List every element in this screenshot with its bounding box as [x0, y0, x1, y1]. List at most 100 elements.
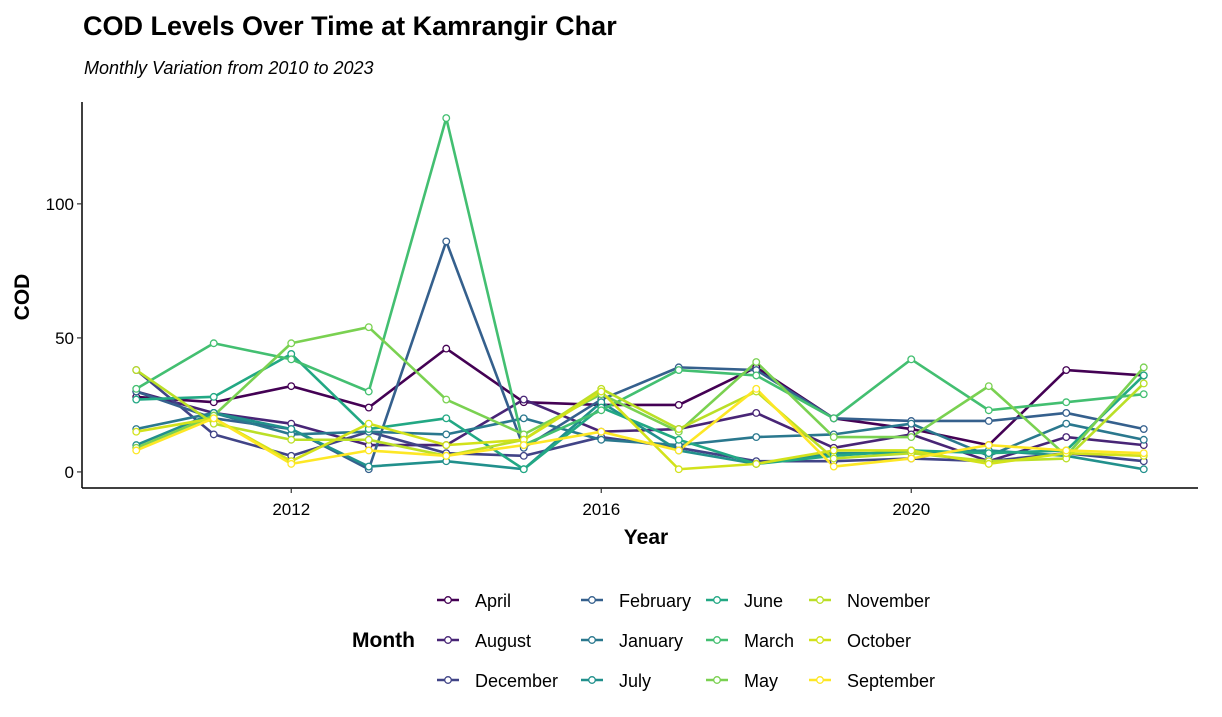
point-december-2015: [519, 451, 528, 460]
legend-title: Month: [352, 629, 415, 652]
legend-key-december: [437, 676, 459, 684]
point-september-2015: [519, 441, 528, 450]
point-august-2018: [752, 408, 761, 417]
legend-key-march: [706, 636, 728, 644]
point-april-2022: [1062, 366, 1071, 375]
legend: April August December February January July Ju…: [437, 591, 935, 691]
legend-key-october: [809, 636, 831, 644]
legend-label-may: May: [744, 671, 778, 691]
legend-swatch-point-august: [444, 636, 452, 644]
legend-key-november: [809, 596, 831, 604]
legend-key-january: [581, 636, 603, 644]
point-march-2013: [364, 387, 373, 396]
point-january-2014: [442, 430, 451, 439]
point-may-2020: [907, 433, 916, 442]
point-september-2019: [829, 462, 838, 471]
x-tick-label-2012: 2012: [272, 500, 310, 519]
legend-label-july: July: [619, 671, 651, 691]
legend-swatch-point-december: [444, 676, 452, 684]
series-line-march: [135, 116, 1144, 447]
point-august-2022: [1062, 433, 1071, 442]
series-line-november: [135, 368, 1145, 463]
legend-label-november: November: [847, 591, 930, 611]
legend-swatch-point-may: [713, 676, 721, 684]
point-january-2020: [907, 419, 916, 428]
legend-swatch-point-july: [588, 676, 596, 684]
legend-label-june: June: [744, 591, 783, 611]
point-january-2018: [752, 433, 761, 442]
point-october-2013: [364, 419, 373, 428]
legend-label-march: March: [744, 631, 794, 651]
point-january-2022: [1062, 419, 1071, 428]
point-march-2022: [1062, 398, 1071, 407]
point-october-2014: [442, 441, 451, 450]
point-january-2023: [1139, 435, 1148, 444]
point-september-2022: [1062, 446, 1071, 455]
point-july-2023: [1139, 465, 1148, 474]
chart-title: COD Levels Over Time at Kamrangir Char: [83, 11, 617, 41]
point-february-2014: [442, 237, 451, 246]
legend-label-september: September: [847, 671, 935, 691]
series-line-july: [135, 400, 1144, 471]
legend-label-december: December: [475, 671, 558, 691]
point-april-2017: [674, 400, 683, 409]
legend-key-april: [437, 596, 459, 604]
point-september-2013: [364, 446, 373, 455]
point-july-2013: [364, 462, 373, 471]
y-tick-label-100: 100: [46, 195, 74, 214]
legend-key-may: [706, 676, 728, 684]
point-june-2015: [519, 465, 528, 474]
point-may-2023: [1139, 363, 1148, 372]
legend-swatch-point-october: [816, 636, 824, 644]
point-september-2018: [752, 384, 761, 393]
legend-swatch-point-november: [816, 596, 824, 604]
y-tick-label-0: 0: [65, 463, 74, 482]
point-april-2012: [287, 382, 296, 391]
series-line-september: [135, 387, 1144, 468]
point-may-2021: [984, 382, 993, 391]
series-line-april: [136, 347, 1144, 447]
legend-swatch-point-september: [816, 676, 824, 684]
point-april-2014: [442, 344, 451, 353]
point-june-2014: [442, 414, 451, 423]
point-march-2010: [132, 384, 141, 393]
point-march-2023: [1139, 390, 1148, 399]
point-february-2023: [1139, 425, 1148, 433]
point-may-2014: [442, 395, 451, 404]
legend-swatch-point-june: [713, 596, 721, 604]
legend-label-april: April: [475, 591, 511, 611]
point-march-2014: [442, 114, 451, 123]
point-september-2017: [674, 446, 683, 455]
point-october-2021: [984, 459, 993, 468]
chart-subtitle: Monthly Variation from 2010 to 2023: [84, 58, 374, 78]
point-june-2023: [1139, 371, 1148, 380]
point-march-2016: [597, 406, 606, 415]
point-september-2012: [287, 459, 296, 468]
point-november-2012: [287, 435, 296, 444]
series-line-october: [136, 390, 1144, 471]
point-april-2013: [364, 403, 373, 412]
point-november-2013: [364, 435, 373, 444]
legend-label-august: August: [475, 631, 531, 651]
point-march-2018: [752, 371, 761, 380]
point-september-2010: [132, 446, 141, 455]
point-march-2017: [674, 366, 683, 375]
legend-key-august: [437, 636, 459, 644]
point-october-2016: [597, 387, 606, 396]
point-may-2018: [752, 358, 761, 366]
x-tick-label-2020: 2020: [892, 500, 930, 519]
point-december-2011: [209, 430, 218, 439]
point-march-2019: [829, 414, 838, 423]
axes: [81, 102, 1198, 489]
point-june-2010: [132, 395, 141, 404]
point-september-2016: [597, 427, 606, 436]
series-lines: [135, 116, 1145, 471]
series-points: [132, 114, 1148, 474]
point-may-2012: [287, 339, 296, 348]
point-june-2017: [674, 435, 683, 444]
point-november-2023: [1139, 379, 1148, 388]
point-november-2010: [132, 366, 141, 375]
series-line-may: [135, 325, 1145, 458]
legend-key-july: [581, 676, 603, 684]
